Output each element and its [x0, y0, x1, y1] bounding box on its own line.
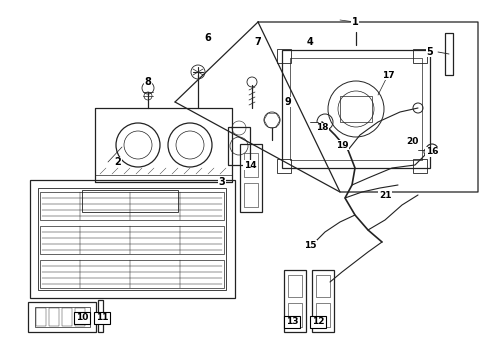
- Bar: [40, 192, 224, 220]
- Bar: [62, 308, 72, 326]
- Bar: [35, 307, 90, 327]
- Text: 20: 20: [406, 138, 418, 147]
- Bar: [228, 127, 250, 165]
- Text: 7: 7: [255, 37, 261, 47]
- Text: 19: 19: [336, 140, 348, 149]
- Text: 1: 1: [352, 17, 358, 27]
- Bar: [75, 308, 85, 326]
- Bar: [413, 49, 427, 63]
- Text: 14: 14: [244, 161, 256, 170]
- Bar: [316, 275, 330, 297]
- Text: 3: 3: [219, 177, 225, 187]
- Bar: [30, 180, 235, 298]
- Bar: [40, 260, 224, 288]
- Text: 15: 15: [304, 240, 316, 249]
- Bar: [28, 302, 96, 332]
- Bar: [413, 159, 427, 173]
- Text: 13: 13: [286, 318, 298, 327]
- Bar: [36, 308, 46, 326]
- Bar: [82, 190, 178, 212]
- Bar: [312, 270, 334, 332]
- Bar: [288, 303, 302, 327]
- Bar: [244, 153, 258, 177]
- Text: 17: 17: [382, 71, 394, 80]
- Bar: [240, 144, 262, 212]
- Bar: [284, 270, 306, 332]
- Bar: [316, 303, 330, 327]
- Text: 21: 21: [379, 190, 391, 199]
- Bar: [49, 308, 59, 326]
- Text: 2: 2: [115, 157, 122, 167]
- Bar: [277, 49, 291, 63]
- Text: 9: 9: [285, 97, 292, 107]
- Text: 10: 10: [76, 314, 88, 323]
- Text: 12: 12: [312, 318, 324, 327]
- Text: 18: 18: [316, 123, 328, 132]
- Bar: [277, 159, 291, 173]
- Text: 4: 4: [307, 37, 314, 47]
- Bar: [98, 300, 103, 332]
- Bar: [445, 33, 453, 75]
- Text: 11: 11: [96, 314, 108, 323]
- Text: 6: 6: [205, 33, 211, 43]
- Text: 8: 8: [145, 77, 151, 87]
- Bar: [38, 188, 226, 290]
- Bar: [244, 183, 258, 207]
- Bar: [40, 226, 224, 254]
- Bar: [282, 50, 430, 168]
- Text: 5: 5: [427, 47, 433, 57]
- Bar: [288, 275, 302, 297]
- Bar: [290, 58, 422, 160]
- Text: 16: 16: [426, 148, 438, 157]
- Bar: [340, 96, 372, 122]
